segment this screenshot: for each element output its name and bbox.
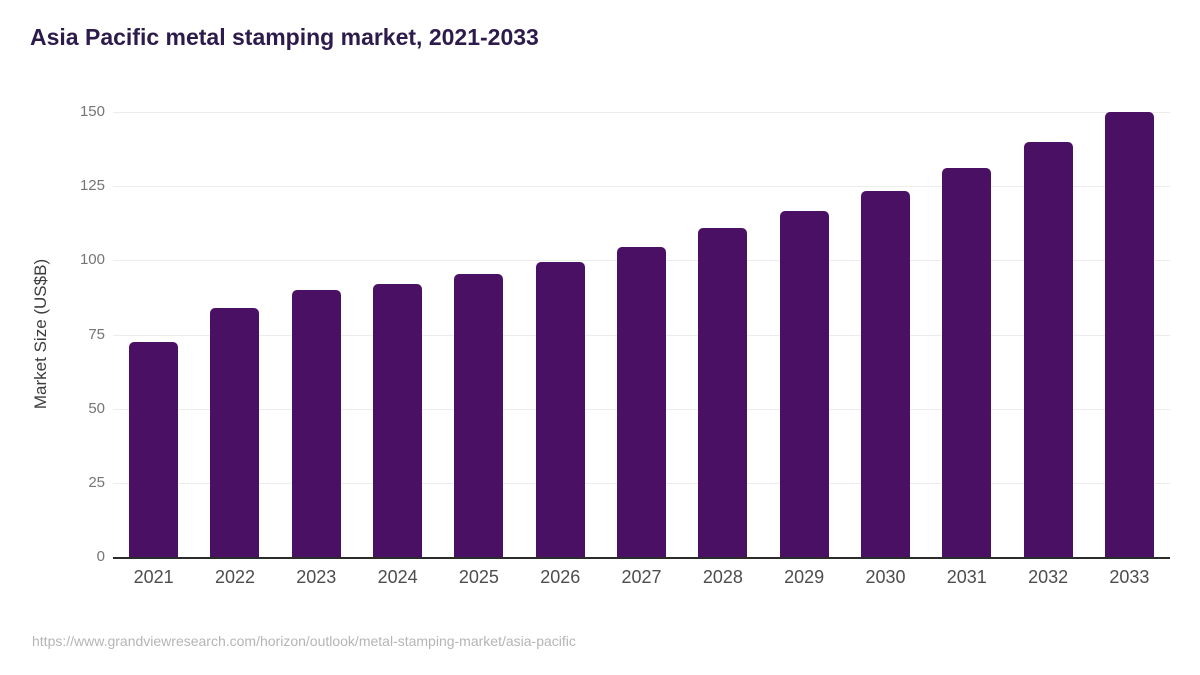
- y-tick-label-25: 25: [88, 473, 105, 491]
- bar-slot-2027: [601, 112, 682, 557]
- bar-slot-2033: [1089, 112, 1170, 557]
- bar-2024: [373, 284, 423, 557]
- bar-slot-2026: [520, 112, 601, 557]
- y-tick-label-0: 0: [96, 548, 105, 565]
- y-tick-label-100: 100: [79, 251, 105, 269]
- x-tick-label-2023: 2023: [296, 567, 337, 587]
- x-tick-label-2029: 2029: [784, 567, 825, 587]
- bar-slot-2028: [682, 112, 763, 557]
- bar-2030: [860, 190, 910, 557]
- y-tick-label-50: 50: [88, 399, 105, 417]
- bar-slot-2023: [276, 112, 357, 557]
- chart-title: Asia Pacific metal stamping market, 2021…: [30, 24, 539, 50]
- gridline-150: [113, 112, 1170, 113]
- bar-2021: [129, 341, 179, 557]
- bar-slot-2022: [194, 112, 275, 557]
- bar-2032: [1023, 141, 1073, 557]
- bar-2025: [454, 273, 504, 557]
- bar-slot-2025: [438, 112, 519, 557]
- x-tick-label-2028: 2028: [702, 567, 743, 587]
- gridline-125: [113, 186, 1170, 188]
- bar-slot-2021: [113, 112, 194, 557]
- x-tick-label-2022: 2022: [214, 567, 255, 587]
- x-tick-label-2033: 2033: [1109, 567, 1150, 587]
- bar-2029: [779, 211, 829, 557]
- x-axis-labels: 2021 2022 2023 2024 2025 2026 2027 2028 2029 2030…: [113, 567, 1170, 588]
- bar-2033: [1104, 112, 1154, 557]
- bar-2027: [617, 246, 667, 557]
- x-tick-label-2021: 2021: [133, 567, 174, 587]
- x-tick-label-2032: 2032: [1028, 567, 1069, 587]
- y-tick-label-150: 150: [79, 103, 105, 120]
- bar-2023: [291, 290, 341, 557]
- y-tick-label-75: 75: [88, 325, 105, 343]
- x-tick-label-2031: 2031: [946, 567, 987, 587]
- bar-2028: [698, 227, 748, 557]
- x-tick-label-2024: 2024: [377, 567, 418, 587]
- source-url: https://www.grandviewresearch.com/horizo…: [32, 633, 576, 649]
- bar-slot-2032: [1007, 112, 1088, 557]
- x-tick-label-2025: 2025: [458, 567, 499, 587]
- bar-2022: [210, 307, 260, 557]
- bar-2026: [535, 261, 585, 557]
- bar-slot-2030: [845, 112, 926, 557]
- x-tick-label-2030: 2030: [865, 567, 906, 587]
- bar-slot-2031: [926, 112, 1007, 557]
- plot-area: [113, 112, 1170, 559]
- x-tick-label-2026: 2026: [540, 567, 581, 587]
- bars-container: [113, 112, 1170, 557]
- y-tick-label-125: 125: [79, 177, 105, 195]
- bar-slot-2024: [357, 112, 438, 557]
- bar-2031: [942, 168, 992, 557]
- x-tick-label-2027: 2027: [621, 567, 662, 587]
- bar-slot-2029: [764, 112, 845, 557]
